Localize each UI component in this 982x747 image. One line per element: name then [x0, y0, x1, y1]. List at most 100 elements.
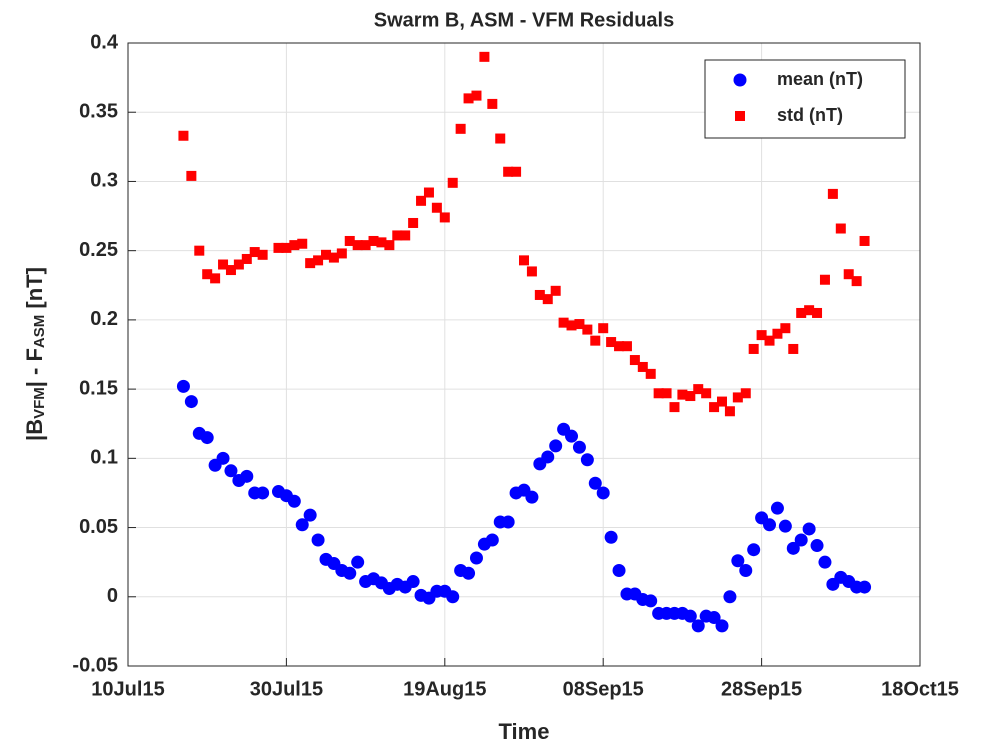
y-label-part: |B	[22, 419, 47, 441]
circle-marker	[541, 450, 555, 464]
square-marker	[637, 361, 648, 372]
square-marker	[542, 294, 553, 305]
square-marker	[249, 247, 260, 258]
square-marker	[328, 252, 339, 263]
circle-marker	[200, 431, 214, 445]
circle-marker	[818, 555, 832, 569]
square-marker	[289, 240, 300, 251]
square-marker	[629, 355, 640, 366]
circle-marker	[303, 508, 317, 522]
square-marker	[693, 384, 704, 395]
circle-marker	[747, 543, 761, 557]
square-marker	[621, 341, 632, 352]
circle-marker	[691, 619, 705, 633]
circle-marker	[802, 522, 816, 536]
square-marker	[566, 320, 577, 331]
y-axis-label: |BVFM| - FASM [nT]	[22, 267, 49, 441]
square-marker	[590, 335, 601, 346]
legend-box	[704, 59, 906, 139]
square-marker	[574, 319, 585, 330]
circle-marker	[295, 518, 309, 532]
square-marker	[661, 388, 672, 399]
square-marker	[780, 323, 791, 334]
square-marker	[519, 255, 529, 266]
circle-marker	[406, 575, 420, 589]
square-marker	[178, 130, 189, 141]
square-marker	[273, 242, 284, 253]
circle-marker	[778, 519, 792, 533]
circle-marker	[572, 440, 586, 454]
square-marker	[534, 289, 545, 300]
circle-marker	[240, 469, 254, 483]
square-marker	[796, 307, 807, 318]
square-marker	[614, 341, 625, 352]
square-marker	[724, 406, 735, 417]
y-tick-label: 0.2	[90, 308, 118, 330]
circle-marker	[580, 453, 594, 467]
square-marker	[503, 166, 514, 177]
square-marker	[788, 343, 799, 354]
circle-marker	[596, 486, 610, 500]
square-marker	[511, 166, 522, 177]
square-marker	[827, 188, 838, 199]
circle-marker	[224, 464, 238, 478]
y-tick-label: 0.05	[79, 516, 118, 538]
circle-marker	[715, 619, 729, 633]
x-tick-label: 28Sep15	[721, 678, 802, 700]
square-marker	[732, 392, 743, 403]
circle-marker	[501, 515, 515, 529]
y-tick-label: 0.15	[79, 377, 118, 399]
square-marker	[336, 248, 347, 259]
square-marker	[400, 230, 411, 241]
square-marker	[709, 402, 720, 413]
square-marker	[812, 307, 823, 318]
circle-marker	[176, 379, 190, 393]
circle-marker	[612, 563, 626, 577]
circle-marker	[683, 609, 697, 623]
square-marker	[202, 269, 213, 280]
circle-marker	[311, 533, 325, 547]
square-marker	[701, 388, 712, 399]
legend-marker	[733, 73, 747, 87]
square-marker	[677, 389, 688, 400]
circle-marker	[644, 594, 658, 608]
square-marker	[859, 235, 870, 246]
circle-marker	[446, 590, 460, 604]
square-marker	[669, 402, 680, 413]
square-marker	[305, 258, 316, 269]
square-marker	[186, 170, 197, 181]
y-tick-label: -0.05	[72, 654, 118, 676]
square-marker	[772, 328, 783, 339]
y-tick-label: 0	[107, 585, 118, 607]
legend-label: mean (nT)	[777, 69, 863, 89]
circle-marker	[810, 539, 824, 553]
square-marker	[740, 388, 751, 399]
circle-marker	[462, 566, 476, 580]
circle-marker	[525, 490, 539, 504]
circle-marker	[565, 429, 579, 443]
circle-marker	[485, 533, 499, 547]
square-marker	[804, 305, 815, 316]
square-marker	[257, 249, 268, 260]
circle-marker	[763, 518, 777, 532]
square-marker	[851, 276, 862, 287]
y-tick-label: 0.25	[79, 239, 118, 261]
square-marker	[717, 396, 727, 407]
square-marker	[463, 93, 474, 104]
circle-marker	[739, 563, 753, 577]
square-marker	[313, 255, 324, 266]
circle-marker	[731, 554, 745, 568]
circle-marker	[184, 395, 198, 409]
x-tick-label: 18Oct15	[881, 678, 959, 700]
square-marker	[416, 195, 427, 206]
x-tick-label: 10Jul15	[91, 678, 164, 700]
square-marker	[352, 240, 363, 251]
square-marker	[423, 187, 434, 198]
circle-marker	[469, 551, 483, 565]
square-marker	[764, 335, 775, 346]
square-marker	[194, 245, 205, 256]
circle-marker	[604, 530, 618, 544]
circle-marker	[287, 494, 301, 508]
square-marker	[685, 391, 696, 402]
square-marker	[487, 98, 498, 109]
